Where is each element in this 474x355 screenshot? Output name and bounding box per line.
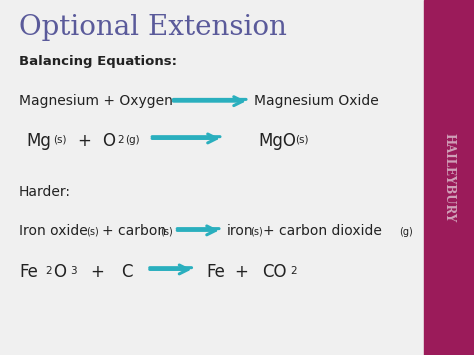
Text: O: O	[54, 263, 66, 282]
Text: Iron oxide: Iron oxide	[19, 224, 88, 238]
Text: Magnesium + Oxygen: Magnesium + Oxygen	[19, 94, 173, 108]
Text: Optional Extension: Optional Extension	[19, 14, 287, 41]
Text: + carbon: + carbon	[102, 224, 166, 238]
Text: Balancing Equations:: Balancing Equations:	[19, 55, 177, 68]
Text: 2: 2	[291, 266, 297, 276]
Text: Mg: Mg	[26, 132, 51, 150]
Text: MgO: MgO	[258, 132, 296, 150]
Text: (s): (s)	[54, 135, 67, 144]
Text: 2: 2	[118, 135, 124, 144]
Text: +: +	[235, 263, 248, 282]
Text: +: +	[77, 132, 91, 150]
Text: (s): (s)	[295, 135, 308, 144]
Text: CO: CO	[262, 263, 287, 282]
Text: (g): (g)	[126, 135, 140, 144]
Text: +: +	[90, 263, 104, 282]
Bar	[424, 0, 474, 355]
Text: Fe: Fe	[19, 263, 38, 282]
Text: 3: 3	[71, 266, 77, 276]
Text: Magnesium Oxide: Magnesium Oxide	[254, 94, 378, 108]
Text: (s): (s)	[160, 227, 173, 237]
Text: + carbon dioxide: + carbon dioxide	[263, 224, 382, 238]
Text: (g): (g)	[400, 227, 413, 237]
Text: iron: iron	[227, 224, 253, 238]
Text: Fe: Fe	[206, 263, 225, 282]
Text: 2: 2	[46, 266, 52, 276]
Text: C: C	[121, 263, 132, 282]
Text: O: O	[102, 132, 115, 150]
Text: (s): (s)	[86, 227, 99, 237]
Text: (s): (s)	[250, 227, 263, 237]
Text: HAILEYBURY: HAILEYBURY	[442, 133, 456, 222]
Text: Harder:: Harder:	[19, 185, 71, 199]
